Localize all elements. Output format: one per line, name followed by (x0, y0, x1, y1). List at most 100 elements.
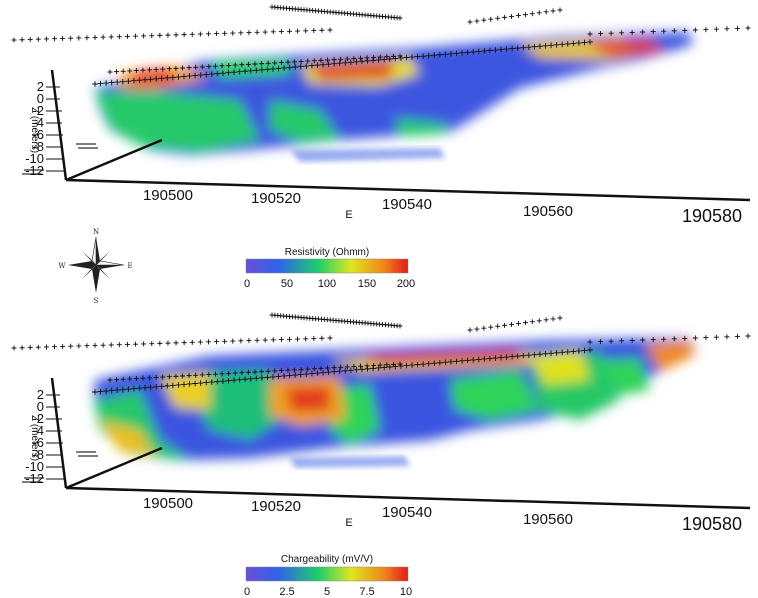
electrode-marker (120, 376, 126, 382)
electrode-marker (238, 30, 244, 36)
electrode-marker (181, 381, 187, 388)
electrode-marker (120, 68, 126, 74)
electrode-marker (314, 62, 321, 68)
electrode-marker (409, 362, 415, 368)
electrode-marker (264, 374, 271, 381)
electrode-marker (43, 344, 49, 350)
electrode-marker (262, 337, 268, 343)
electrode-marker (160, 66, 166, 72)
electrode-marker (242, 376, 248, 383)
electrode-marker (197, 380, 204, 386)
electrode-marker (186, 373, 192, 379)
electrode-marker (481, 325, 487, 331)
x-tick-label: 190500 (143, 495, 193, 512)
electrode-marker (120, 78, 126, 85)
electrode-marker (60, 343, 66, 349)
electrode-marker (181, 340, 187, 346)
electrode-marker (286, 28, 292, 34)
electrode-marker (246, 30, 252, 36)
electrode-marker (158, 383, 165, 390)
electrode-marker (357, 363, 363, 369)
electrode-marker (542, 350, 549, 357)
electrode-marker (713, 26, 719, 32)
x-tick-label: 190540 (382, 504, 432, 521)
electrode-marker (186, 65, 192, 71)
electrode-marker (225, 69, 232, 76)
electrode-marker (253, 375, 260, 382)
z-tick-label: 0 (37, 399, 44, 414)
electrode-marker (713, 334, 719, 340)
electrode-marker (587, 31, 593, 37)
electrode-marker (292, 64, 299, 70)
electrode-marker (149, 33, 155, 39)
electrode-marker (222, 30, 228, 36)
electrode-marker (100, 342, 106, 348)
electrode-marker (166, 374, 172, 380)
electrode-marker (397, 361, 403, 367)
electrode-marker (481, 48, 488, 54)
electrode-marker (377, 54, 383, 60)
electrode-marker (245, 369, 251, 375)
x-tick-label: 190580 (682, 206, 742, 226)
electrode-marker (239, 62, 245, 68)
electrode-marker (348, 59, 354, 66)
electrode-marker (397, 53, 403, 59)
electrode-marker (325, 57, 330, 63)
electrode-marker (536, 318, 542, 324)
chargeability-panel: 2 0 -2 -4 -6 -8 -10 -12 Z (meters) 19050… (11, 312, 751, 534)
electrode-marker (303, 28, 309, 34)
electrode-marker (459, 50, 465, 56)
resistivity-colorbar: Resistivity (Ohmm) 0 50 100 150 200 (244, 247, 415, 290)
resistivity-axes (50, 69, 751, 202)
electrode-marker (536, 10, 542, 16)
electrode-marker (437, 359, 443, 366)
electrode-marker (165, 340, 171, 346)
electrode-marker (265, 60, 271, 66)
electrode-marker (76, 35, 82, 41)
electrode-marker (136, 77, 143, 84)
electrode-marker (397, 15, 403, 21)
electrode-marker (386, 364, 393, 370)
electrode-marker (331, 365, 337, 371)
electrode-marker (92, 34, 98, 40)
electrode-marker (529, 319, 535, 325)
electrode-marker (157, 32, 163, 38)
z-tick-label: -8 (32, 139, 44, 154)
electrode-marker (318, 365, 324, 371)
electrode-marker (529, 11, 535, 17)
electrode-marker (481, 17, 487, 23)
electrode-marker (278, 337, 284, 343)
electrode-marker (275, 373, 282, 380)
electrode-marker (236, 68, 243, 75)
electrode-marker (297, 63, 304, 70)
electrode-marker (548, 42, 554, 49)
z-tick-label: -12 (25, 163, 44, 178)
electrode-marker (353, 59, 360, 65)
electrode-marker (147, 375, 153, 381)
z-tick-label: -10 (25, 459, 44, 474)
electrode-marker (520, 352, 527, 359)
electrode-marker (84, 343, 90, 349)
electrode-marker (114, 387, 121, 393)
colorbar-tick-label: 150 (358, 278, 376, 290)
electrode-marker (175, 74, 182, 80)
electrode-marker (319, 335, 325, 341)
electrode-marker (671, 336, 677, 342)
electrode-marker (272, 60, 278, 66)
electrode-marker (103, 388, 109, 394)
electrode-marker (338, 56, 344, 62)
electrode-marker (619, 338, 625, 344)
electrode-marker (437, 51, 443, 58)
electrode-marker (214, 70, 221, 77)
electrode-marker (230, 338, 236, 344)
electrode-marker (522, 12, 528, 18)
electrode-marker (192, 380, 198, 387)
electrode-marker (147, 67, 153, 73)
electrode-marker (297, 371, 304, 378)
electrode-marker (173, 340, 179, 346)
electrode-marker (492, 47, 499, 53)
electrode-marker (314, 370, 321, 376)
electrode-marker (199, 64, 205, 70)
electrode-marker (470, 357, 477, 363)
electrode-marker (252, 369, 258, 375)
